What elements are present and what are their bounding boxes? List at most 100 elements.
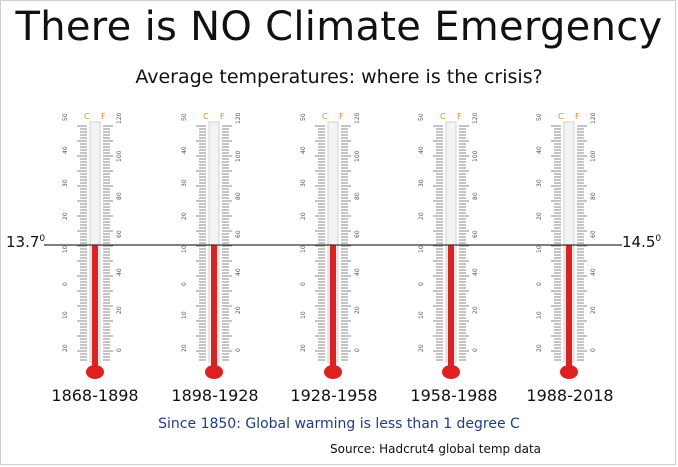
celsius-tick-label: 20 (418, 344, 425, 352)
mercury-bulb (324, 365, 342, 379)
celsius-header: C (558, 112, 564, 121)
mercury-bulb (205, 365, 223, 379)
fahrenheit-tick-label: 0 (116, 348, 123, 352)
fahrenheit-tick-label: 0 (235, 348, 242, 352)
celsius-tick-label: 30 (418, 179, 425, 187)
mercury-column (448, 245, 454, 366)
fahrenheit-tick-label: 120 (235, 112, 242, 124)
fahrenheit-tick-label: 20 (472, 306, 479, 314)
celsius-tick-label: 20 (62, 212, 69, 220)
celsius-tick-label: 20 (300, 212, 307, 220)
celsius-tick-label: 20 (62, 344, 69, 352)
celsius-tick-label: 40 (418, 146, 425, 154)
celsius-tick-label: 0 (62, 282, 69, 286)
celsius-tick-label: 20 (300, 344, 307, 352)
period-label: 1958-1988 (410, 386, 498, 405)
fahrenheit-tick-label: 80 (590, 192, 597, 200)
celsius-tick-label: 30 (62, 179, 69, 187)
fahrenheit-tick-label: 100 (472, 150, 479, 162)
subtitle: Average temperatures: where is the crisi… (135, 66, 543, 88)
fahrenheit-tick-label: 100 (590, 150, 597, 162)
celsius-tick-label: 10 (300, 245, 307, 253)
celsius-tick-label: 50 (418, 113, 425, 121)
celsius-tick-label: 50 (300, 113, 307, 121)
fahrenheit-tick-label: 100 (116, 150, 123, 162)
right-temperature-label: 14.50 (622, 233, 661, 251)
fahrenheit-tick-label: 20 (590, 306, 597, 314)
fahrenheit-tick-label: 100 (354, 150, 361, 162)
celsius-tick-label: 20 (181, 344, 188, 352)
celsius-header: C (322, 112, 328, 121)
fahrenheit-tick-label: 80 (354, 192, 361, 200)
fahrenheit-tick-label: 80 (235, 192, 242, 200)
celsius-tick-label: 30 (300, 179, 307, 187)
fahrenheit-tick-label: 20 (354, 306, 361, 314)
period-label: 1928-1958 (290, 386, 378, 405)
mercury-column (211, 245, 217, 366)
celsius-tick-label: 30 (181, 179, 188, 187)
mercury-column (330, 245, 336, 366)
right-temperature-value: 14.5 (622, 233, 656, 251)
fahrenheit-tick-label: 40 (116, 268, 123, 276)
left-temperature-degree: 0 (39, 234, 46, 244)
fahrenheit-tick-label: 60 (116, 230, 123, 238)
fahrenheit-tick-label: 40 (590, 268, 597, 276)
fahrenheit-tick-label: 80 (116, 192, 123, 200)
fahrenheit-header: F (575, 112, 580, 121)
fahrenheit-header: F (457, 112, 462, 121)
celsius-tick-label: 10 (181, 245, 188, 253)
fahrenheit-tick-label: 80 (472, 192, 479, 200)
source-credit: Source: Hadcrut4 global temp data (330, 442, 542, 456)
fahrenheit-tick-label: 20 (235, 306, 242, 314)
celsius-tick-label: 20 (181, 212, 188, 220)
mercury-bulb (86, 365, 104, 379)
period-label: 1868-1898 (51, 386, 139, 405)
celsius-tick-label: 0 (418, 282, 425, 286)
fahrenheit-tick-label: 60 (235, 230, 242, 238)
fahrenheit-header: F (339, 112, 344, 121)
period-label: 1988-2018 (526, 386, 614, 405)
celsius-tick-label: 10 (418, 245, 425, 253)
celsius-tick-label: 0 (300, 282, 307, 286)
fahrenheit-header: F (101, 112, 106, 121)
celsius-tick-label: 40 (536, 146, 543, 154)
celsius-tick-label: 10 (536, 245, 543, 253)
celsius-tick-label: 40 (181, 146, 188, 154)
fahrenheit-tick-label: 120 (354, 112, 361, 124)
fahrenheit-tick-label: 60 (354, 230, 361, 238)
fahrenheit-tick-label: 40 (235, 268, 242, 276)
celsius-tick-label: 10 (62, 245, 69, 253)
fahrenheit-header: F (220, 112, 225, 121)
celsius-tick-label: 10 (418, 311, 425, 319)
fahrenheit-tick-label: 0 (590, 348, 597, 352)
celsius-tick-label: 50 (536, 113, 543, 121)
celsius-tick-label: 30 (536, 179, 543, 187)
left-temperature-label: 13.70 (6, 233, 45, 251)
page-title: There is NO Climate Emergency (15, 4, 663, 50)
celsius-tick-label: 20 (418, 212, 425, 220)
celsius-tick-label: 0 (181, 282, 188, 286)
fahrenheit-tick-label: 0 (472, 348, 479, 352)
celsius-tick-label: 10 (300, 311, 307, 319)
fahrenheit-tick-label: 40 (354, 268, 361, 276)
mercury-column (92, 245, 98, 366)
fahrenheit-tick-label: 120 (472, 112, 479, 124)
period-label: 1898-1928 (171, 386, 259, 405)
celsius-header: C (203, 112, 209, 121)
fahrenheit-tick-label: 60 (590, 230, 597, 238)
celsius-header: C (84, 112, 90, 121)
celsius-tick-label: 50 (181, 113, 188, 121)
celsius-tick-label: 40 (62, 146, 69, 154)
mercury-bulb (560, 365, 578, 379)
mercury-column (566, 245, 572, 366)
fahrenheit-tick-label: 120 (590, 112, 597, 124)
fahrenheit-tick-label: 0 (354, 348, 361, 352)
right-temperature-degree: 0 (655, 234, 662, 244)
celsius-tick-label: 10 (62, 311, 69, 319)
fahrenheit-tick-label: 120 (116, 112, 123, 124)
celsius-tick-label: 20 (536, 212, 543, 220)
